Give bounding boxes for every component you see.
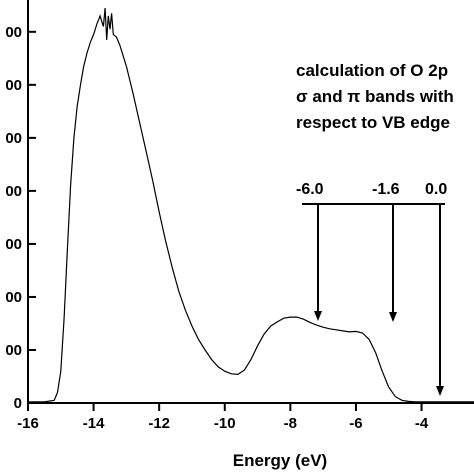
x-axis-title: Energy (eV) [233, 451, 327, 470]
x-tick-label: -8 [284, 415, 297, 432]
marker-label-2: -1.6 [372, 181, 400, 198]
spectrum-line [28, 7, 474, 403]
annotation-text: calculation of O 2p σ and π bands with r… [296, 61, 454, 132]
y-tick-label: 00 [5, 24, 22, 41]
x-tick-label: -4 [415, 415, 429, 432]
y-tick-label: 00 [5, 77, 22, 94]
y-tick-label: 00 [5, 236, 22, 253]
y-tick-label: 00 [5, 130, 22, 147]
y-tick-label: 00 [5, 289, 22, 306]
x-axis-ticks: -16-14-12-10-8-6-4-2 [17, 403, 429, 432]
marker-arrowhead-1 [314, 311, 322, 321]
y-tick-label: 00 [5, 342, 22, 359]
marker-arrowhead-3 [436, 386, 444, 396]
band-markers: -6.0 -1.6 0.0 [296, 181, 447, 396]
marker-arrowhead-2 [389, 312, 397, 322]
y-tick-label: 00 [5, 183, 22, 200]
annotation-line-3: respect to VB edge [296, 113, 450, 132]
x-tick-label: -14 [83, 415, 105, 432]
x-tick-label: -12 [148, 415, 170, 432]
x-tick-label: -6 [349, 415, 362, 432]
y-tick-label: 0 [14, 395, 22, 412]
marker-label-1: -6.0 [296, 181, 324, 198]
x-tick-label: -10 [214, 415, 236, 432]
marker-label-3: 0.0 [425, 181, 447, 198]
x-tick-label: -16 [17, 415, 39, 432]
annotation-line-2: σ and π bands with [296, 87, 454, 106]
annotation-line-1: calculation of O 2p [296, 61, 448, 80]
